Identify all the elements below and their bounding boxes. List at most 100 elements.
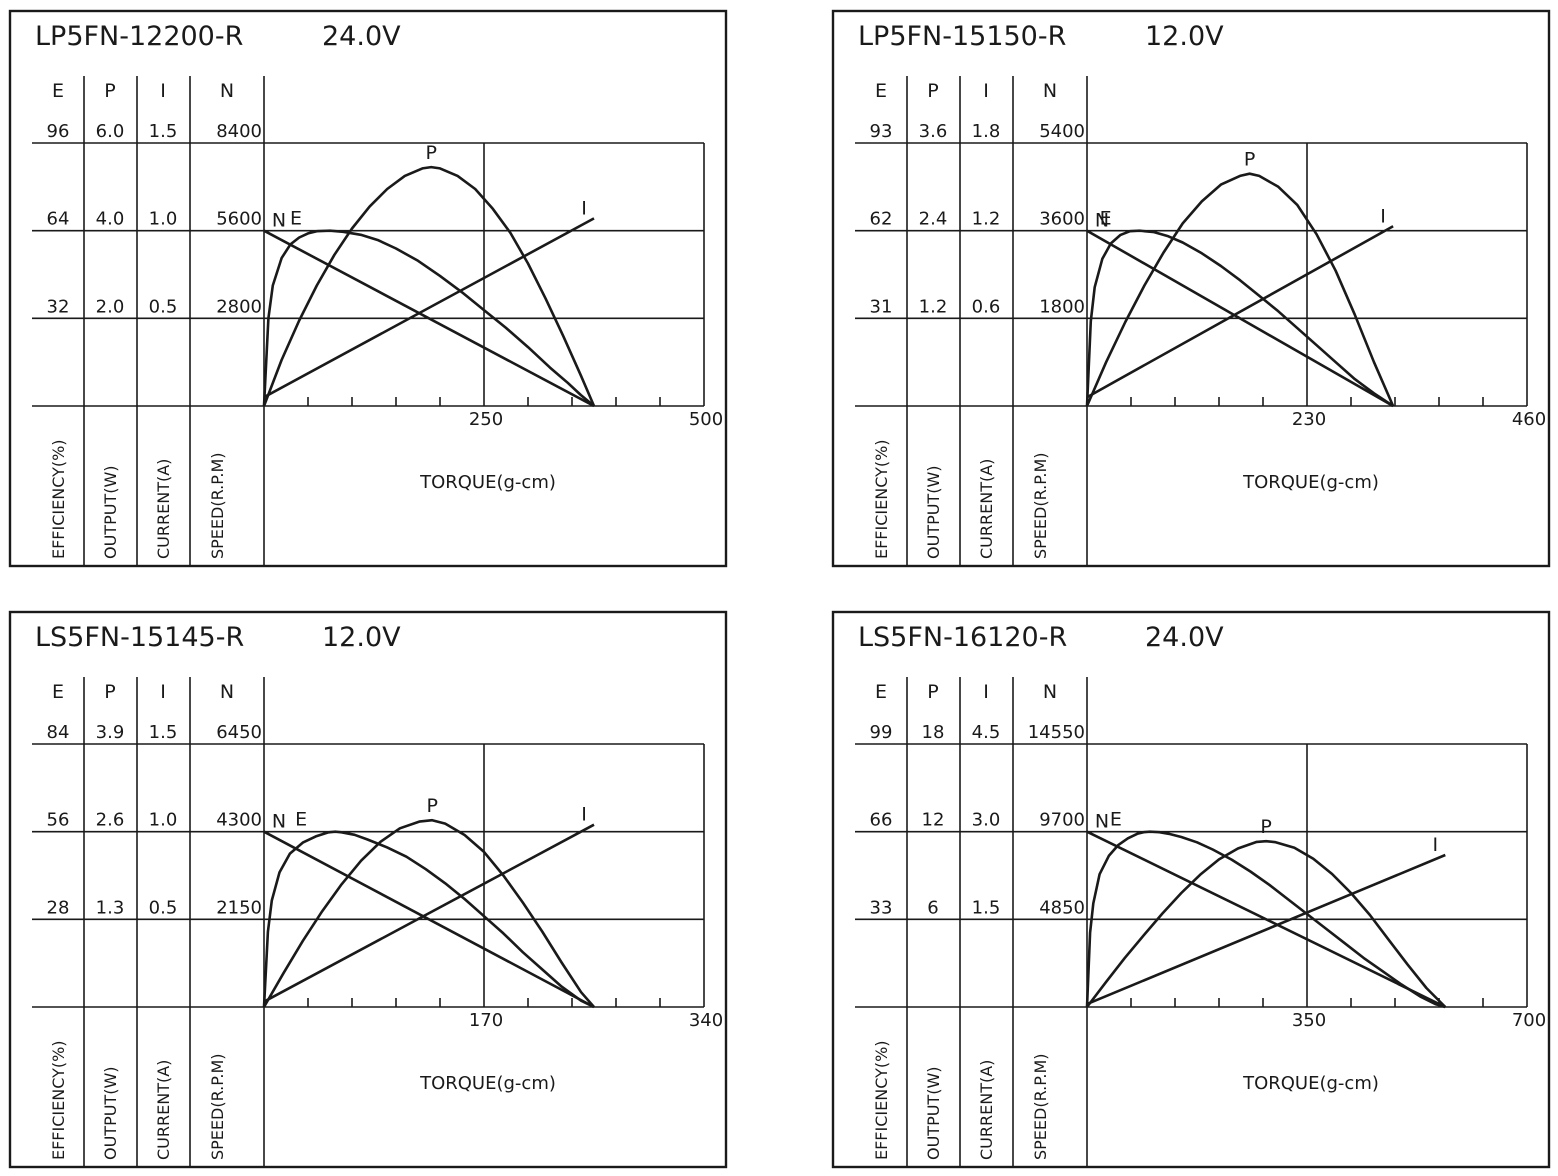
curve-n [1086,830,1446,1009]
scale-value-e: 62 [870,209,893,230]
curve-label-e: E [290,208,302,230]
curve-p [1085,172,1395,407]
column-label-n: SPEED(R.P.M) [1031,1053,1050,1160]
scale-value-n: 6450 [216,722,262,743]
curve-e [1085,229,1394,408]
x-tick-label: 700 [1512,1010,1546,1031]
column-label-i: CURRENT(A) [977,1060,996,1160]
scale-value-e: 96 [47,121,70,142]
curve-i [263,823,595,1003]
x-tick-label: 350 [1292,1010,1326,1031]
column-header-p: P [927,681,938,703]
scale-value-n: 5600 [216,209,262,230]
x-axis-label: TORQUE(g-cm) [1242,1073,1379,1094]
scale-value-i: 0.6 [972,296,1001,317]
panel-frame [831,610,1551,1169]
scale-value-n: 3600 [1039,209,1085,230]
scale-value-p: 12 [922,810,945,831]
scale-value-n: 9700 [1039,810,1085,831]
panel-frame [8,9,728,568]
column-header-i: I [160,80,166,102]
scale-value-p: 3.6 [919,121,948,142]
column-header-i: I [160,681,166,703]
scale-value-n: 1800 [1039,296,1085,317]
scale-value-p: 2.4 [919,209,948,230]
scale-value-e: 66 [870,810,893,831]
chart-panel-4: LS5FN-16120-R 24.0V 350 700 TORQUE(g-cm) E 33 6… [831,610,1551,1169]
scale-value-n: 2800 [216,296,262,317]
column-label-i: CURRENT(A) [154,459,173,559]
scale-value-i: 1.5 [149,121,178,142]
scale-value-i: 1.8 [972,121,1001,142]
column-header-e: E [52,80,64,102]
column-header-p: P [927,80,938,102]
scale-value-p: 3.9 [96,722,125,743]
scale-value-p: 1.3 [96,897,125,918]
column-label-p: OUTPUT(W) [101,465,120,559]
chart-title: LS5FN-15145-R [35,622,244,653]
scale-value-e: 84 [47,722,70,743]
curve-n [263,229,595,408]
x-tick-label: 460 [1512,409,1546,430]
chart-title: LS5FN-16120-R [858,622,1067,653]
scale-value-p: 2.6 [96,810,125,831]
chart-panel-3: LS5FN-15145-R 12.0V 170 340 TORQUE(g-cm) E 28 5… [8,610,728,1169]
scale-value-e: 31 [870,296,893,317]
chart-title: LP5FN-12200-R [35,21,243,52]
column-label-e: EFFICIENCY(%) [49,1040,68,1160]
x-tick-label: 500 [689,409,723,430]
curve-label-p: P [427,795,438,817]
curve-label-i: I [1380,205,1386,227]
column-header-p: P [104,80,115,102]
x-tick-label: 170 [469,1010,503,1031]
scale-value-i: 1.5 [149,722,178,743]
scale-value-i: 1.0 [149,810,178,831]
curve-label-p: P [1260,816,1271,838]
curve-e [1085,830,1446,1009]
column-header-i: I [983,681,989,703]
scale-value-p: 18 [922,722,945,743]
scale-value-n: 4300 [216,810,262,831]
chart-voltage: 12.0V [322,622,401,653]
scale-value-e: 64 [47,209,70,230]
curve-p [1085,839,1447,1008]
curve-label-e: E [1110,809,1122,831]
x-tick-label: 250 [469,409,503,430]
chart-panel-2: LP5FN-15150-R 12.0V 230 460 TORQUE(g-cm) E 31 6… [831,9,1551,568]
scale-value-n: 2150 [216,897,262,918]
x-tick-label: 230 [1292,409,1326,430]
scale-value-p: 1.2 [919,296,948,317]
scale-value-i: 1.2 [972,209,1001,230]
scale-value-e: 32 [47,296,70,317]
panel-frame [8,610,728,1169]
column-label-n: SPEED(R.P.M) [208,1053,227,1160]
column-label-i: CURRENT(A) [977,459,996,559]
curve-p [262,818,595,1008]
curve-i [1086,225,1394,399]
scale-value-i: 4.5 [972,722,1001,743]
scale-value-n: 14550 [1028,722,1085,743]
column-header-e: E [875,681,887,703]
scale-value-i: 3.0 [972,810,1001,831]
scale-value-i: 1.5 [972,897,1001,918]
scale-value-e: 56 [47,810,70,831]
column-label-e: EFFICIENCY(%) [872,1040,891,1160]
column-label-p: OUTPUT(W) [101,1066,120,1160]
x-tick-label: 340 [689,1010,723,1031]
curve-label-i: I [1432,834,1438,856]
curve-n [1086,229,1394,408]
scale-value-e: 99 [870,722,893,743]
column-label-e: EFFICIENCY(%) [872,439,891,559]
column-header-n: N [220,80,234,102]
panel-frame [831,9,1551,568]
scale-value-i: 1.0 [149,209,178,230]
column-header-p: P [104,681,115,703]
curve-i [1086,853,1446,1006]
curve-label-n: N [272,811,286,833]
scale-value-n: 5400 [1039,121,1085,142]
x-axis-label: TORQUE(g-cm) [419,472,556,493]
curve-label-i: I [581,804,587,826]
curve-label-n: N [272,210,286,232]
curve-label-p: P [1244,149,1255,171]
